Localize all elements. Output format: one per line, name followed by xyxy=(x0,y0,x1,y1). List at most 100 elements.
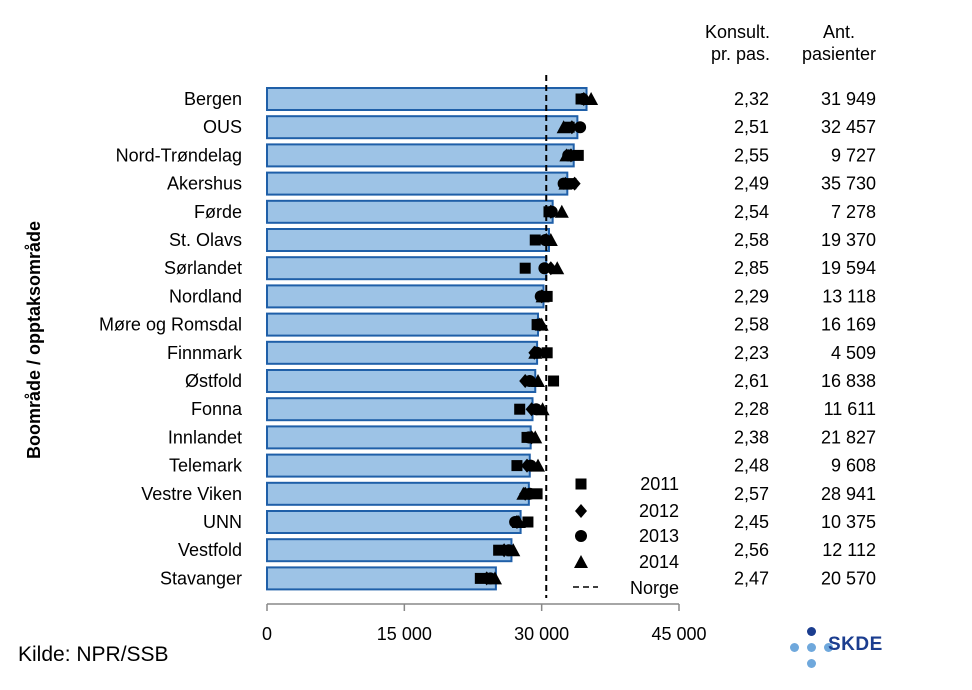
konsult-value-14: 2,57 xyxy=(734,484,769,504)
header-konsult-line1: Konsult. xyxy=(704,22,770,42)
marker-2011-5 xyxy=(529,234,541,246)
konsult-value-5: 2,58 xyxy=(734,230,769,250)
category-label-7: Nordland xyxy=(169,286,242,306)
logo-dot-top xyxy=(807,627,816,636)
konsult-value-12: 2,38 xyxy=(734,427,769,447)
marker-2014-7 xyxy=(535,289,550,303)
marker-2014-15 xyxy=(511,515,526,528)
konsult-value-16: 2,56 xyxy=(734,540,769,560)
ant-value-10: 16 838 xyxy=(821,371,876,391)
ant-value-2: 9 727 xyxy=(831,145,876,165)
marker-2014-14 xyxy=(516,486,531,500)
ant-value-9: 4 509 xyxy=(831,343,876,363)
x-tick-label-3: 45 000 xyxy=(651,624,706,644)
category-label-2: Nord-Trøndelag xyxy=(116,145,242,165)
bar-11 xyxy=(266,397,534,422)
logo-dot-center xyxy=(807,643,816,652)
marker-2014-4 xyxy=(554,204,569,218)
logo-text: SKDE xyxy=(828,634,883,655)
header-ant-line2: pasienter xyxy=(801,44,876,64)
legend-label-norge: Norge xyxy=(630,578,679,598)
ant-value-5: 19 370 xyxy=(821,230,876,250)
marker-2014-16 xyxy=(506,543,521,557)
bar-9 xyxy=(266,340,539,365)
category-label-8: Møre og Romsdal xyxy=(99,315,242,335)
marker-2014-17 xyxy=(487,571,502,585)
category-label-1: OUS xyxy=(203,117,242,137)
legend-symbol-2011 xyxy=(575,478,587,490)
logo-dot-right xyxy=(824,643,833,652)
category-label-11: Fonna xyxy=(191,399,243,419)
konsult-value-13: 2,48 xyxy=(734,456,769,476)
ant-value-11: 11 611 xyxy=(824,399,876,419)
ant-value-14: 28 941 xyxy=(821,484,876,504)
x-tick-label-2: 30 000 xyxy=(514,624,569,644)
bar-7 xyxy=(266,284,545,309)
ant-value-8: 16 169 xyxy=(821,315,876,335)
category-label-4: Førde xyxy=(194,202,242,222)
konsult-value-4: 2,54 xyxy=(734,202,769,222)
bar-1 xyxy=(266,115,579,140)
category-label-9: Finnmark xyxy=(167,343,243,363)
marker-2014-8 xyxy=(534,317,549,331)
legend-label-2014: 2014 xyxy=(639,552,679,572)
ant-value-15: 10 375 xyxy=(821,512,876,532)
category-label-12: Innlandet xyxy=(168,427,242,447)
skde-logo: SKDE xyxy=(786,624,906,674)
ant-value-12: 21 827 xyxy=(821,427,876,447)
logo-dot-bottom xyxy=(807,659,816,668)
logo-dot-left xyxy=(790,643,799,652)
marker-2011-13 xyxy=(511,460,523,472)
konsult-value-10: 2,61 xyxy=(734,371,769,391)
source-note: Kilde: NPR/SSB xyxy=(18,643,169,666)
marker-2011-9 xyxy=(541,347,553,359)
konsult-value-3: 2,49 xyxy=(734,174,769,194)
bar-13 xyxy=(266,453,531,478)
category-label-0: Bergen xyxy=(184,89,242,109)
bar-5 xyxy=(266,228,550,252)
ant-value-16: 12 112 xyxy=(822,540,876,560)
ant-value-1: 32 457 xyxy=(821,117,876,137)
konsult-value-1: 2,51 xyxy=(734,117,769,137)
legend-symbol-2013 xyxy=(575,530,587,542)
category-label-6: Sørlandet xyxy=(164,258,242,278)
marker-2014-12 xyxy=(528,430,543,444)
marker-2014-1 xyxy=(556,120,571,134)
marker-2011-2 xyxy=(572,149,584,161)
marker-2014-9 xyxy=(528,345,543,359)
ant-value-6: 19 594 xyxy=(821,258,876,278)
y-axis-label: Boområde / opptaksområde xyxy=(24,221,44,459)
konsult-value-2: 2,55 xyxy=(734,145,769,165)
marker-2012-3 xyxy=(568,176,581,191)
marker-2014-2 xyxy=(559,148,574,162)
legend-label-2012: 2012 xyxy=(639,501,679,521)
ant-value-4: 7 278 xyxy=(831,202,876,222)
category-label-15: UNN xyxy=(203,512,242,532)
legend-label-2011: 2011 xyxy=(640,474,679,494)
konsult-value-0: 2,32 xyxy=(734,89,769,109)
marker-2013-6 xyxy=(538,262,551,275)
marker-2014-11 xyxy=(535,402,550,416)
konsult-value-15: 2,45 xyxy=(734,512,769,532)
bar-15 xyxy=(266,510,522,534)
category-label-13: Telemark xyxy=(169,456,243,476)
marker-2014-5 xyxy=(543,233,558,246)
header-konsult-line2: pr. pas. xyxy=(710,44,770,64)
bar-6 xyxy=(266,256,548,281)
bar-3 xyxy=(266,171,569,196)
marker-2011-17 xyxy=(474,572,486,584)
marker-2013-4 xyxy=(545,205,558,218)
legend-symbol-2012 xyxy=(575,504,587,518)
bar-4 xyxy=(266,199,554,224)
konsult-value-8: 2,58 xyxy=(734,315,769,335)
header-konsult: Konsult. pr. pas. xyxy=(705,21,770,65)
marker-2011-6 xyxy=(519,262,531,274)
marker-2014-0 xyxy=(584,92,599,105)
ant-value-3: 35 730 xyxy=(821,174,876,194)
bar-8 xyxy=(266,312,540,337)
bar-0 xyxy=(266,87,588,111)
header-ant: Ant. pasienter xyxy=(802,21,876,65)
bar-2 xyxy=(266,143,575,168)
category-label-3: Akershus xyxy=(167,174,242,194)
bar-12 xyxy=(266,425,532,450)
